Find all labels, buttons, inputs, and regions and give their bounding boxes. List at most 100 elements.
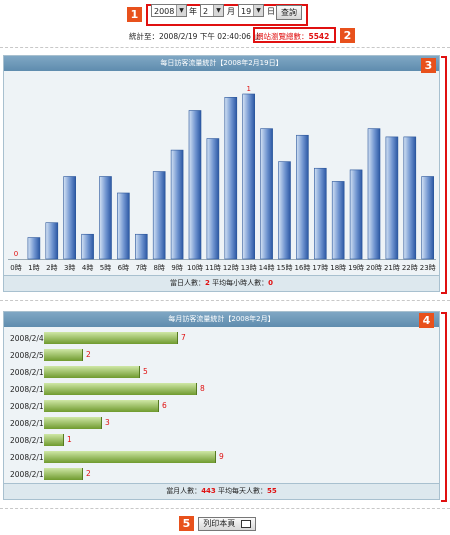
row-value: 2 [86, 350, 91, 359]
total-views-caption: 網站瀏覽總數： [256, 32, 309, 41]
chart-bar-23 [421, 176, 435, 260]
row-bar [44, 468, 83, 480]
query-button[interactable]: 查詢 [276, 5, 302, 20]
year-select[interactable]: 2008 ▼ [151, 4, 187, 17]
daily-footer-middle: 平均每小時人數： [209, 279, 269, 287]
chart-bar-13 [242, 93, 255, 260]
chart-bar-18 [331, 181, 345, 260]
row-value: 2 [86, 469, 91, 478]
badge-3: 3 [421, 58, 436, 73]
badge-2: 2 [340, 28, 355, 43]
chart-bar-1 [27, 237, 41, 260]
daily-traffic-panel: 每日訪客流量統計【2008年2月19日】 0時 0 1時 2時 3時 4時 5時 6時 7時 8時… [3, 55, 440, 292]
monthly-footer-middle: 平均每天人數： [215, 487, 268, 495]
x-tick-label: 3時 [64, 264, 75, 272]
row-value: 6 [162, 401, 167, 410]
row-date-label: 2008/2/5 [10, 351, 44, 360]
row-date-label: 2008/2/13 [10, 385, 49, 394]
row-date-label: 2008/2/17 [10, 436, 49, 445]
day-select[interactable]: 19 ▼ [238, 4, 264, 17]
x-tick-label: 18時 [330, 264, 346, 272]
printer-icon [240, 519, 251, 528]
row-date-label: 2008/2/19 [10, 470, 49, 479]
x-tick-label: 4時 [82, 264, 93, 272]
x-tick-label: 16時 [294, 264, 310, 272]
month-select[interactable]: 2 ▼ [200, 4, 224, 17]
row-bar [44, 451, 216, 463]
year-unit: 年 [189, 7, 197, 16]
row-bar [44, 383, 197, 395]
chevron-down-icon: ▼ [176, 5, 186, 16]
daily-panel-bracket [441, 56, 447, 294]
day-unit: 日 [267, 7, 275, 16]
chart-bar-4 [81, 233, 94, 260]
row-value: 8 [200, 384, 205, 393]
divider [0, 47, 450, 48]
chart-bar-17 [313, 167, 327, 260]
x-tick-label: 1時 [28, 264, 39, 272]
x-tick-label: 7時 [136, 264, 147, 272]
chart-bar-3 [63, 176, 77, 260]
monthly-panel-footer: 當月人數：443 平均每天人數：55 [4, 483, 439, 499]
print-page-button[interactable]: 列印本頁 [198, 517, 256, 531]
daily-panel-footer: 當日人數：2 平均每小時人數：0 [4, 275, 439, 291]
chart-bar-22 [403, 136, 417, 260]
total-views-box [253, 27, 336, 43]
chart-bar-12 [224, 96, 238, 260]
x-tick-label: 2時 [46, 264, 57, 272]
x-tick-label: 14時 [259, 264, 275, 272]
date-query-box [146, 4, 308, 26]
chart-bar-7 [135, 233, 148, 260]
daily-footer-prefix: 當日人數： [170, 279, 205, 287]
chart-bar-15 [278, 161, 291, 260]
chart-bar-19 [349, 169, 363, 260]
chart-bar-6 [117, 192, 130, 260]
day-value: 19 [241, 7, 252, 16]
row-value: 7 [181, 333, 186, 342]
x-tick-label: 0時 [10, 264, 21, 272]
monthly-traffic-chart: 2008/2/4 7 2008/2/5 2 2008/2/12 5 2008/2/13 8 20… [4, 328, 439, 483]
total-views-value: 5542 [308, 32, 330, 41]
x-tick-label: 10時 [187, 264, 203, 272]
daily-total: 2 [205, 279, 210, 287]
row-value: 3 [105, 418, 110, 427]
chart-bar-10 [188, 110, 202, 260]
chart-bar-5 [99, 176, 112, 260]
x-tick-label: 19時 [348, 264, 364, 272]
row-value: 9 [219, 452, 224, 461]
monthly-total: 443 [201, 487, 216, 495]
chart-bar-20 [367, 128, 381, 260]
row-date-label: 2008/2/14 [10, 402, 49, 411]
row-date-label: 2008/2/12 [10, 368, 49, 377]
chart-bar-21 [385, 136, 399, 260]
badge-5: 5 [179, 516, 194, 531]
row-bar [44, 332, 178, 344]
x-tick-label: 20時 [366, 264, 382, 272]
stats-timestamp: 統計至：2008/2/19 下午 02:40:06 止 [129, 32, 261, 41]
chart-bar-11 [206, 138, 220, 260]
row-bar [44, 434, 64, 446]
chart-bar-14 [260, 128, 273, 260]
x-tick-label: 8時 [153, 264, 164, 272]
x-tick-label: 23時 [420, 264, 436, 272]
total-views-label: 網站瀏覽總數：5542 [256, 31, 329, 42]
x-tick-label: 22時 [402, 264, 418, 272]
row-bar [44, 366, 140, 378]
print-page-label: 列印本頁 [203, 519, 236, 528]
x-tick-label: 13時 [241, 264, 257, 272]
hourly-average: 0 [268, 279, 273, 287]
x-tick-label: 5時 [100, 264, 111, 272]
badge-1: 1 [127, 7, 142, 22]
bar-value-label: 1 [246, 85, 250, 93]
chevron-down-icon: ▼ [253, 5, 263, 16]
chart-bar-8 [152, 171, 166, 260]
x-tick-label: 6時 [118, 264, 129, 272]
monthly-footer-prefix: 當月人數： [166, 487, 202, 495]
daily-traffic-chart: 0時 0 1時 2時 3時 4時 5時 6時 7時 8時 9時 10時 11時 12時 13時 1 14時 15時… [8, 85, 436, 272]
daily-panel-title: 每日訪客流量統計【2008年2月19日】 [4, 56, 439, 71]
chart-bar-2 [45, 222, 59, 260]
x-tick-label: 15時 [277, 264, 293, 272]
row-value: 5 [143, 367, 148, 376]
row-date-label: 2008/2/15 [10, 419, 49, 428]
divider [0, 300, 450, 301]
